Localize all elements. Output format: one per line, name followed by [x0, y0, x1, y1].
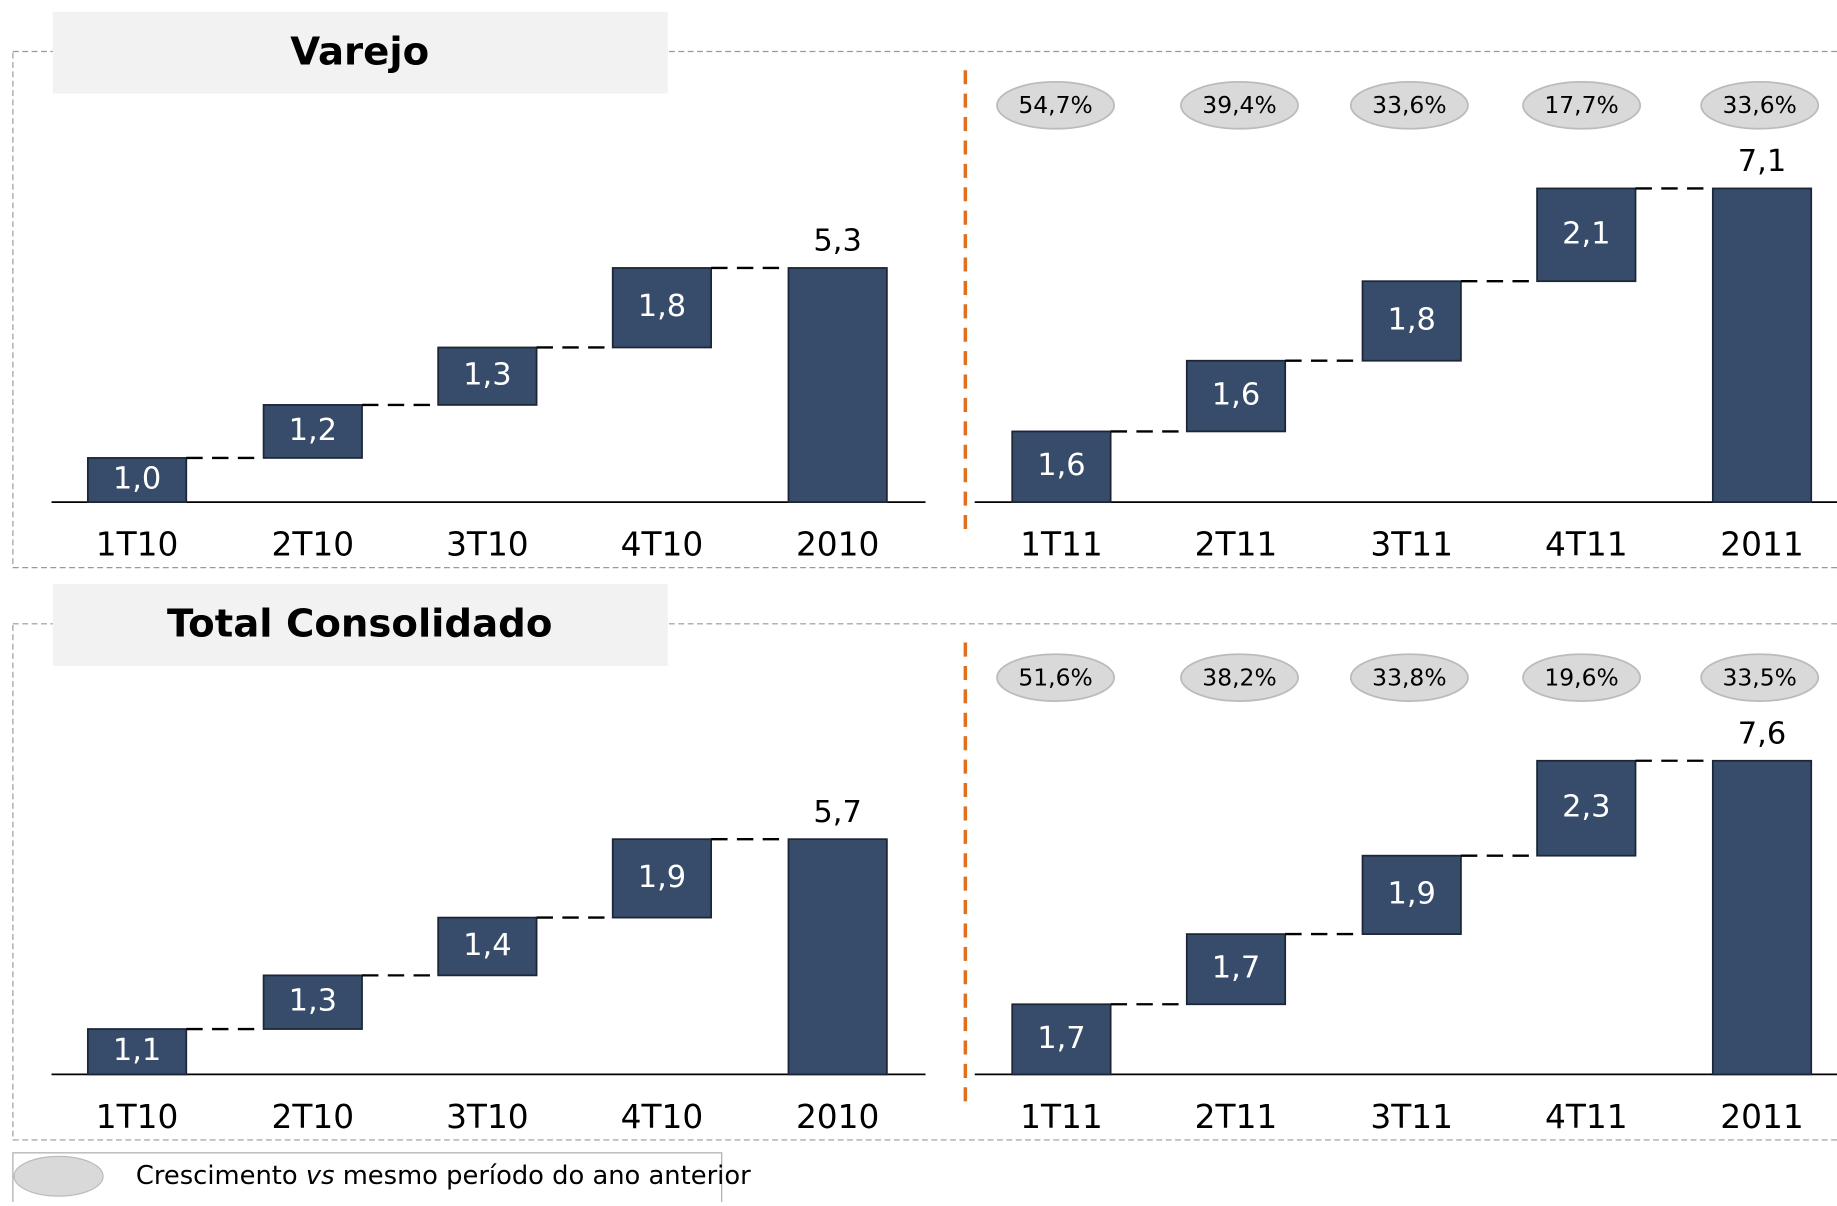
x-tick-label: 1T11 — [1020, 1098, 1103, 1136]
value-label: 1,3 — [463, 358, 511, 393]
x-tick-label: 3T10 — [446, 1098, 529, 1136]
x-tick-label: 4T11 — [1545, 526, 1628, 564]
x-tick-label: 2T11 — [1195, 526, 1278, 564]
x-tick-label: 2010 — [796, 526, 879, 564]
x-tick-label: 2T10 — [272, 526, 355, 564]
panel-title: Varejo — [290, 29, 429, 74]
total-label: 7,6 — [1738, 717, 1786, 752]
total-bar — [787, 838, 888, 1076]
growth-label: 51,6% — [1018, 663, 1092, 691]
growth-badge — [996, 81, 1116, 130]
x-tick-label: 3T11 — [1370, 1098, 1453, 1136]
total-bar — [1711, 187, 1813, 503]
bar — [1011, 1003, 1112, 1076]
x-tick-label: 4T11 — [1545, 1098, 1628, 1136]
x-tick-label: 2011 — [1720, 1098, 1803, 1136]
value-label: 1,1 — [113, 1033, 161, 1068]
bar — [1361, 280, 1462, 362]
bar — [611, 267, 713, 349]
title-box — [52, 584, 668, 666]
value-label: 1,9 — [1388, 876, 1436, 911]
x-tick-label: 4T10 — [621, 1098, 704, 1136]
growth-label: 33,5% — [1722, 663, 1796, 691]
value-label: 1,7 — [1212, 951, 1260, 986]
bar — [1536, 187, 1637, 283]
legend-swatch — [13, 1155, 104, 1197]
x-tick-label: 2T11 — [1195, 1098, 1278, 1136]
value-label: 1,7 — [1037, 1021, 1085, 1056]
title-box — [52, 11, 668, 94]
value-label: 2,1 — [1562, 216, 1610, 251]
growth-badge — [1349, 81, 1469, 130]
growth-label: 17,7% — [1544, 91, 1618, 119]
bar — [262, 974, 363, 1030]
legend-part: vs — [306, 1161, 335, 1191]
total-label: 7,1 — [1738, 144, 1786, 179]
x-tick-label: 3T11 — [1370, 526, 1453, 564]
bar — [86, 457, 188, 503]
value-label: 1,2 — [289, 413, 337, 448]
x-tick-label: 2011 — [1720, 526, 1803, 564]
growth-badge — [1700, 653, 1820, 702]
total-label: 5,3 — [813, 224, 861, 259]
total-bar — [1711, 759, 1813, 1076]
bar — [1361, 854, 1462, 935]
x-tick-label: 2T10 — [272, 1098, 355, 1136]
value-label: 1,9 — [638, 860, 686, 895]
x-tick-label: 1T10 — [96, 1098, 179, 1136]
x-tick-label: 1T11 — [1020, 526, 1103, 564]
growth-label: 33,6% — [1372, 91, 1446, 119]
x-tick-label: 4T10 — [621, 526, 704, 564]
growth-badge — [1522, 81, 1642, 130]
value-label: 1,6 — [1037, 448, 1085, 483]
growth-label: 54,7% — [1018, 91, 1092, 119]
growth-badge — [996, 653, 1116, 702]
growth-label: 33,8% — [1372, 663, 1446, 691]
value-label: 1,6 — [1212, 378, 1260, 413]
value-label: 1,0 — [113, 462, 161, 497]
value-label: 2,3 — [1562, 790, 1610, 825]
growth-badge — [1522, 653, 1642, 702]
x-tick-label: 1T10 — [96, 526, 179, 564]
bar — [1185, 359, 1287, 433]
bar — [262, 404, 363, 459]
legend-part: Crescimento — [136, 1161, 298, 1191]
legend-part: mesmo período do ano anterior — [343, 1161, 751, 1191]
legend-text: Crescimento vs mesmo período do ano ante… — [136, 1161, 751, 1191]
bar — [437, 346, 538, 406]
value-label: 1,4 — [463, 928, 511, 963]
bar — [1011, 430, 1112, 503]
panel-frame — [12, 623, 1837, 1141]
value-label: 1,8 — [1388, 302, 1436, 337]
panel-title: Total Consolidado — [167, 602, 552, 647]
panel-frame — [12, 50, 1837, 569]
total-bar — [787, 267, 888, 503]
legend-box — [12, 1152, 723, 1206]
growth-label: 39,4% — [1202, 91, 1276, 119]
total-label: 5,7 — [813, 795, 861, 830]
bar — [1185, 933, 1287, 1006]
x-tick-label: 2010 — [796, 1098, 879, 1136]
growth-label: 19,6% — [1544, 663, 1618, 691]
bar — [437, 916, 538, 977]
bar — [1536, 759, 1637, 857]
growth-badge — [1180, 653, 1299, 702]
value-label: 1,8 — [638, 289, 686, 324]
value-label: 1,3 — [289, 984, 337, 1019]
bar — [86, 1028, 188, 1076]
bar — [611, 838, 713, 919]
growth-badge — [1180, 81, 1299, 130]
growth-badge — [1349, 653, 1469, 702]
growth-label: 33,6% — [1722, 91, 1796, 119]
x-tick-label: 3T10 — [446, 526, 529, 564]
growth-label: 38,2% — [1202, 663, 1276, 691]
growth-badge — [1700, 81, 1820, 130]
